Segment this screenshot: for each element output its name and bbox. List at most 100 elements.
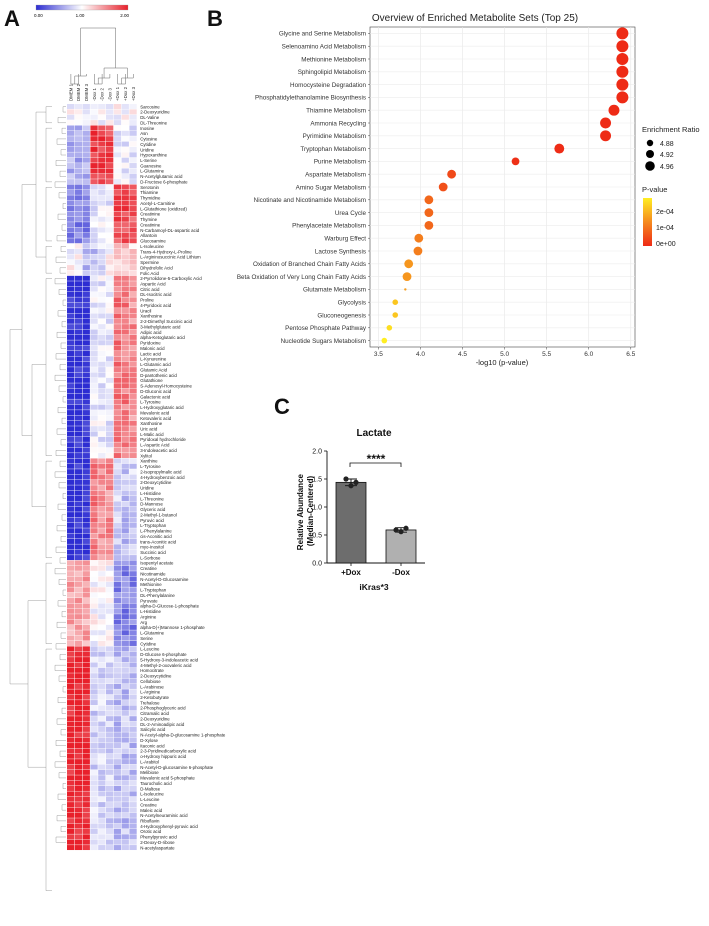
heatmap-cell [74, 753, 83, 759]
heatmap-cell [113, 367, 122, 373]
heatmap-cell [106, 372, 114, 378]
legend-size-label-2: 4.96 [660, 164, 674, 171]
heatmap-column-label: -Dox 2 [100, 88, 105, 101]
heatmap-cell [98, 587, 106, 593]
heatmap-cell [106, 512, 114, 518]
category-label: Warburg Effect [324, 236, 366, 243]
heatmap-cell [98, 490, 106, 496]
heatmap-cell [113, 753, 122, 759]
heatmap-cell [113, 581, 122, 587]
heatmap-cell [74, 227, 83, 233]
heatmap-cell [121, 775, 129, 781]
legend-color-bar [643, 198, 652, 246]
category-label: Ammonia Recycling [310, 120, 366, 127]
heatmap-cell [121, 576, 129, 582]
heatmap-cell [90, 619, 98, 625]
category-label: Pyrimidine Metabolism [303, 133, 366, 140]
heatmap-cell [98, 635, 106, 641]
heatmap-cell [98, 796, 106, 802]
heatmap-cell [90, 785, 98, 791]
heatmap-row-label: Trehalose [140, 700, 160, 705]
heatmap-cell [121, 168, 129, 174]
heatmap-cell [129, 195, 137, 201]
heatmap-cell [106, 265, 114, 271]
heatmap-cell [90, 641, 98, 646]
heatmap-cell [90, 812, 98, 818]
heatmap-cell [113, 662, 122, 668]
heatmap-cell [106, 302, 114, 308]
bar [385, 529, 417, 564]
heatmap-cell [67, 458, 75, 464]
heatmap-cell [129, 211, 137, 217]
heatmap-cell [129, 737, 137, 743]
heatmap-cell [106, 802, 114, 808]
heatmap-cell [67, 624, 75, 630]
heatmap-cell [67, 275, 75, 281]
heatmap-cell [121, 544, 129, 550]
heatmap-cell [82, 839, 90, 845]
barchart-x-axis-label: iKras*3 [359, 582, 389, 592]
heatmap-cell [129, 721, 137, 727]
heatmap-cell [67, 351, 75, 356]
heatmap-cell [113, 560, 122, 566]
heatmap-cell [82, 195, 90, 201]
heatmap-cell [106, 109, 114, 115]
heatmap-cell [90, 109, 98, 115]
heatmap-row-label: Uracil [140, 308, 151, 313]
heatmap-cell [90, 807, 98, 813]
heatmap-cell [90, 544, 98, 550]
heatmap-cell [121, 581, 129, 587]
heatmap-cell [74, 265, 83, 271]
heatmap-cell [113, 163, 122, 169]
heatmap-cell [121, 308, 129, 314]
heatmap-row-label: Trans-4-Hydroxy-L-Proline [140, 249, 192, 254]
heatmap-cell [121, 501, 129, 507]
heatmap-cell [129, 275, 137, 281]
heatmap-cell [113, 281, 122, 287]
dot-point [424, 195, 434, 205]
heatmap-cell [90, 453, 98, 459]
dotplot-x-ticks: 3.5 4.0 4.5 5.0 5.5 6.0 6.5 [374, 347, 636, 358]
heatmap-cell [129, 479, 137, 485]
heatmap-cell [74, 345, 83, 351]
heatmap-cell [113, 828, 122, 834]
heatmap-cell [67, 549, 75, 555]
heatmap-cell [106, 479, 114, 485]
heatmap-cell [98, 737, 106, 743]
x-tick-label: 6.5 [626, 351, 635, 358]
heatmap-cell [113, 351, 122, 356]
heatmap-cell [67, 501, 75, 507]
heatmap-cell [98, 624, 106, 630]
heatmap-cell [90, 667, 98, 673]
legend-size-dot-medium [646, 150, 654, 158]
heatmap-cell [90, 726, 98, 732]
heatmap-cell [82, 501, 90, 507]
heatmap-cell [121, 157, 129, 163]
heatmap-cell [90, 463, 98, 469]
heatmap-cell [129, 845, 137, 851]
heatmap-cell [113, 308, 122, 314]
heatmap-cell [106, 576, 114, 582]
data-point [393, 527, 399, 533]
heatmap-cell [90, 259, 98, 265]
heatmap-cell [106, 195, 114, 201]
heatmap-cell [121, 163, 129, 169]
heatmap-cell [106, 431, 114, 437]
heatmap-cell [113, 377, 122, 383]
heatmap-cell [90, 420, 98, 426]
heatmap-cell [74, 726, 83, 732]
heatmap-row-label: Proline [140, 298, 154, 303]
heatmap-cell [67, 141, 75, 147]
heatmap-cell [113, 157, 122, 163]
heatmap-cell [98, 168, 106, 174]
heatmap-cell [106, 759, 114, 765]
heatmap-cell [67, 726, 75, 732]
heatmap-cell [90, 163, 98, 169]
heatmap-cell [113, 393, 122, 399]
heatmap-cell [82, 313, 90, 319]
heatmap-row-label: Methionine [140, 582, 162, 587]
heatmap-cell [82, 222, 90, 228]
heatmap-cell [113, 716, 122, 722]
heatmap-cell [121, 243, 129, 249]
